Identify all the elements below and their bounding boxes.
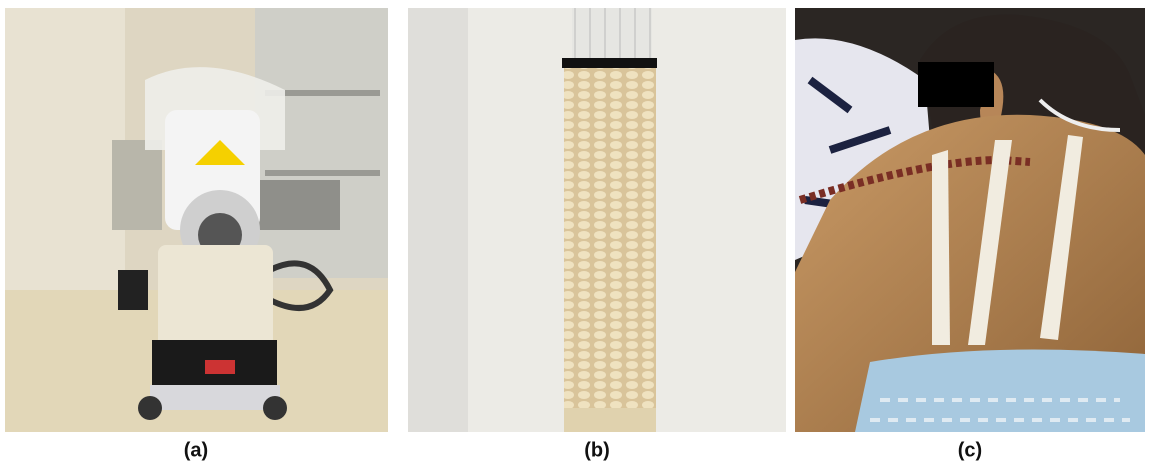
photo-a bbox=[5, 8, 388, 432]
panel-label: (a) bbox=[184, 439, 208, 461]
panel-label: (c) bbox=[958, 439, 982, 461]
photo-c bbox=[795, 8, 1145, 432]
tubes bbox=[562, 8, 657, 432]
photo-b bbox=[408, 8, 786, 432]
panel-label: (b) bbox=[584, 439, 610, 461]
